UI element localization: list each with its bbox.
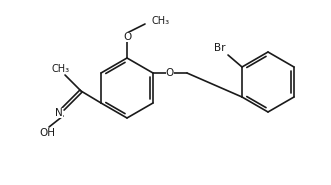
Text: O: O	[123, 32, 131, 42]
Text: CH₃: CH₃	[52, 64, 70, 74]
Text: CH₃: CH₃	[152, 16, 170, 26]
Text: N: N	[55, 108, 63, 118]
Text: Br: Br	[214, 43, 226, 53]
Text: O: O	[166, 68, 174, 78]
Text: OH: OH	[39, 128, 55, 138]
